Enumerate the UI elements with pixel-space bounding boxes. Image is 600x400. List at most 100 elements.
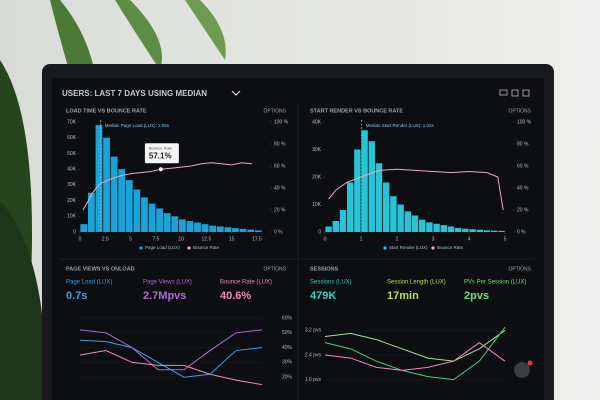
x-tick-label: 0 <box>79 236 82 242</box>
y2-tick-label: 0 % <box>517 229 526 235</box>
histogram-bar <box>361 130 368 232</box>
median-annotation: Median Page Load (LUX): 2.05s <box>105 123 170 128</box>
y-tick-label: 40% <box>282 345 293 351</box>
dropdown-icon[interactable] <box>231 90 241 96</box>
series-line <box>324 326 506 381</box>
x-tick-label: 0 <box>324 236 327 242</box>
x-tick-label: 7.5 <box>152 236 159 242</box>
legend-swatch <box>431 246 435 250</box>
histogram-bar <box>201 224 209 232</box>
y2-tick-label: 60 % <box>274 163 286 169</box>
y-tick-label: 20K <box>312 174 322 180</box>
histogram-bar <box>194 222 201 232</box>
y-tick-label: 30% <box>282 360 293 366</box>
histogram-bar <box>239 228 247 232</box>
histogram-bar <box>483 230 491 232</box>
x-tick-label: 17.5 <box>252 236 262 242</box>
x-tick-label: 4 <box>468 236 471 242</box>
y-tick-label: 30K <box>67 182 77 188</box>
histogram-bar <box>80 224 88 232</box>
y-tick-label: 50% <box>282 330 293 336</box>
tooltip-box <box>144 143 179 164</box>
x-tick-label: 10 <box>178 236 184 242</box>
kpi-value: 17min <box>387 290 419 302</box>
x-tick-label: 5 <box>129 236 132 242</box>
histogram-bar <box>404 211 411 232</box>
bounce-rate-line <box>82 162 252 211</box>
histogram-bar <box>397 204 404 232</box>
y-tick-label: 70K <box>67 119 77 125</box>
histogram-bar <box>498 230 505 232</box>
options-button[interactable]: OPTIONS <box>263 108 286 114</box>
median-annotation: Median Start Render (LUX): 1.02s <box>366 123 435 128</box>
kpi-label: Sessions (LUX) <box>310 280 352 286</box>
y-tick-label: 60K <box>67 135 77 141</box>
panel-title: SESSIONS <box>310 266 338 272</box>
legend-label: Start Render (LUX) <box>389 245 428 250</box>
histogram-bar <box>368 141 375 232</box>
histogram-bar <box>354 149 361 232</box>
y2-tick-label: 0 % <box>274 229 283 235</box>
histogram-bar <box>103 137 110 232</box>
monitor-icon[interactable] <box>499 89 508 96</box>
histogram-bar <box>232 228 239 232</box>
histogram-bar <box>419 219 426 232</box>
histogram-bar <box>339 210 347 232</box>
histogram-bar <box>254 230 262 232</box>
x-tick-label: 15 <box>229 236 235 242</box>
kpi-value: 0.7s <box>66 290 87 302</box>
x-tick-label: 3 <box>432 236 435 242</box>
tooltip-point <box>158 167 163 172</box>
histogram-bar <box>156 208 164 232</box>
x-tick-label: 12.5 <box>202 236 212 242</box>
bounce-rate-line <box>328 168 504 211</box>
y-tick-label: 20% <box>282 375 293 381</box>
y2-tick-label: 40 % <box>274 185 286 191</box>
histogram-bar <box>332 221 339 232</box>
histogram-bar <box>447 226 455 232</box>
x-tick-label: 2 <box>396 236 399 242</box>
kpi-value: 479K <box>310 290 336 302</box>
y-tick-label: 40K <box>67 166 77 172</box>
x-tick-label: 5 <box>504 236 507 242</box>
kpi-value: 2pvs <box>464 290 489 302</box>
dashboard-title: USERS: LAST 7 DAYS USING MEDIAN <box>62 89 207 98</box>
x-tick-label: 2.5 <box>102 236 109 242</box>
histogram-bar <box>178 219 186 232</box>
histogram-bar <box>186 221 194 232</box>
options-button[interactable]: OPTIONS <box>508 108 531 114</box>
y2-tick-label: 60 % <box>517 163 529 169</box>
histogram-bar <box>224 227 232 232</box>
options-button[interactable]: OPTIONS <box>508 266 531 272</box>
series-line <box>324 329 506 362</box>
histogram-bar <box>216 226 224 232</box>
legend-swatch <box>139 246 143 250</box>
y-tick-label: 40K <box>312 119 322 125</box>
legend-swatch <box>383 246 387 250</box>
expand-icon[interactable] <box>522 89 530 97</box>
tooltip-label: Bounce Rate <box>149 145 173 150</box>
histogram-bar <box>118 169 126 232</box>
y-tick-label: 30K <box>312 147 322 153</box>
histogram-bar <box>426 222 433 232</box>
kpi-label: Page Views (LUX) <box>143 280 192 286</box>
options-button[interactable]: OPTIONS <box>263 266 286 272</box>
histogram-bar <box>347 182 354 232</box>
legend-label: Page Load (LUX) <box>145 245 180 250</box>
histogram-bar <box>476 229 483 232</box>
kpi-value: 40.6% <box>220 290 251 302</box>
save-icon[interactable] <box>511 89 519 97</box>
y-tick-label: 0 <box>318 229 321 235</box>
legend-label: Bounce Rate <box>193 245 220 250</box>
y2-tick-label: 100 % <box>274 119 289 125</box>
y-tick-label: 50K <box>67 151 77 157</box>
histogram-bar <box>148 203 156 232</box>
chat-button[interactable] <box>514 362 530 378</box>
panel-title: PAGE VIEWS VS ONLOAD <box>66 266 135 272</box>
y2-tick-label: 20 % <box>274 207 286 213</box>
histogram-bar <box>325 226 332 232</box>
series-line <box>79 350 263 386</box>
histogram-bar <box>125 180 133 232</box>
y-tick-label: 10K <box>312 202 322 208</box>
histogram-bar <box>95 125 103 232</box>
